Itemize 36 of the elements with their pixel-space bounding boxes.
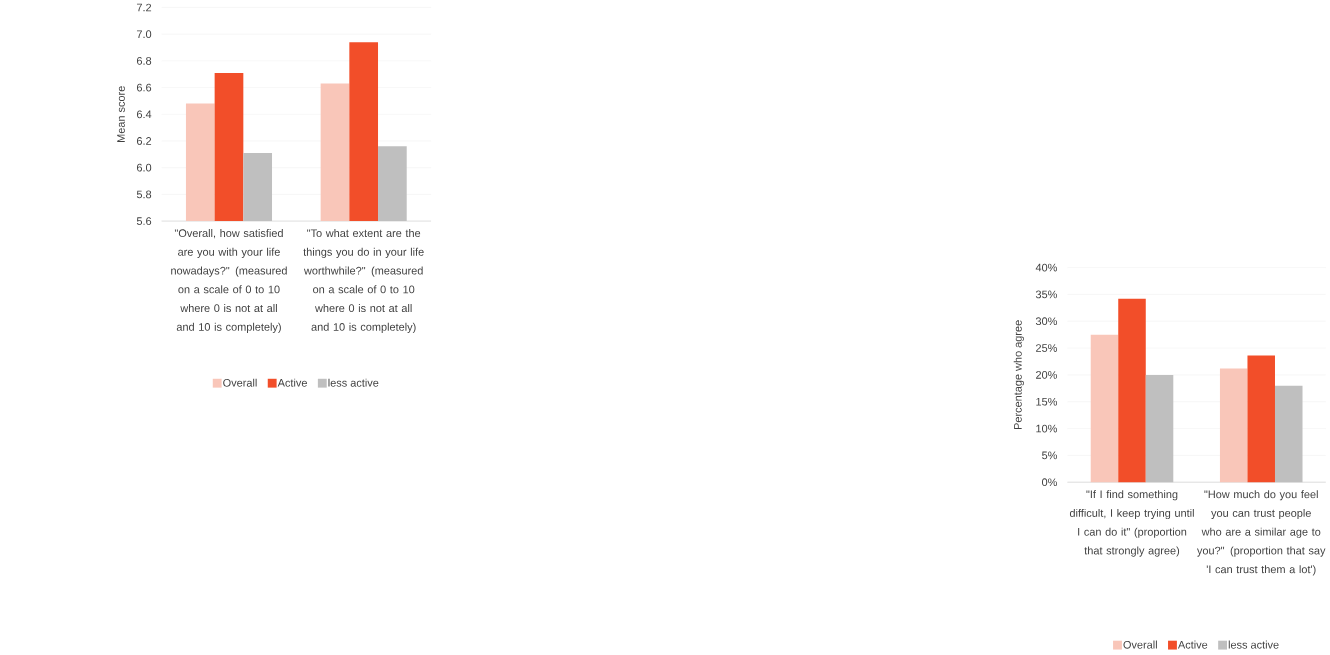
legend-label: Overall: [223, 378, 257, 387]
y-tick-label: 20%: [1036, 371, 1057, 379]
y-tick-label: 6.2: [136, 137, 152, 145]
y-tick-label: 15%: [1036, 397, 1057, 406]
y-tick-label: 0%: [1042, 478, 1057, 487]
y-tick-label: 6.4: [136, 110, 152, 119]
y-tick-label: 7.2: [136, 3, 152, 12]
y-axis-title: Percentage who agree: [1013, 320, 1024, 430]
legend-label: Active: [277, 378, 307, 387]
bar: [1219, 368, 1248, 483]
x-tick-label: "If I find something difficult, I keep trying until I can do it" (proportion that strongly agree): [1069, 490, 1194, 557]
bar: [1118, 298, 1146, 483]
y-tick-label: 5.8: [136, 190, 152, 199]
legend-label: less active: [328, 378, 379, 387]
y-tick-label: 6.0: [136, 163, 152, 172]
y-tick-label: 10%: [1036, 424, 1057, 433]
y-tick-label: 6.6: [136, 83, 152, 92]
x-tick-label: "How much do you feel you can trust people who are a similar age to you?" (proportion that say 'I can trust them a lot'): [1196, 490, 1326, 576]
y-tick-label: 5.6: [136, 217, 152, 225]
x-tick-label: "Overall, how satisfied are you with your life nowadays?" (measured on a scale of 0 to 10 where 0 is not at all and 10 is completely): [171, 229, 287, 333]
legend-label: Active: [1177, 640, 1208, 649]
y-tick-label: 7.0: [136, 30, 152, 39]
bar: [1247, 355, 1275, 483]
bar: [1090, 334, 1119, 483]
y-tick-label: 30%: [1035, 317, 1057, 326]
y-tick-label: 6.8: [136, 56, 152, 65]
y-tick-label: 5%: [1042, 451, 1057, 460]
bar: [1274, 385, 1303, 483]
legend-label: Overall: [1123, 640, 1157, 649]
bar: [1145, 374, 1174, 483]
legend-label: less active: [1228, 640, 1279, 649]
y-axis-title: Mean score: [117, 86, 125, 142]
y-tick-label: 40%: [1035, 263, 1057, 272]
x-tick-label: "To what extent are the things you do in your life worthwhile?" (measured on a scale of 0 to 10 where 0 is not at all and 10 is completely): [303, 229, 424, 333]
y-tick-label: 25%: [1036, 344, 1057, 352]
y-tick-label: 35%: [1035, 290, 1057, 299]
